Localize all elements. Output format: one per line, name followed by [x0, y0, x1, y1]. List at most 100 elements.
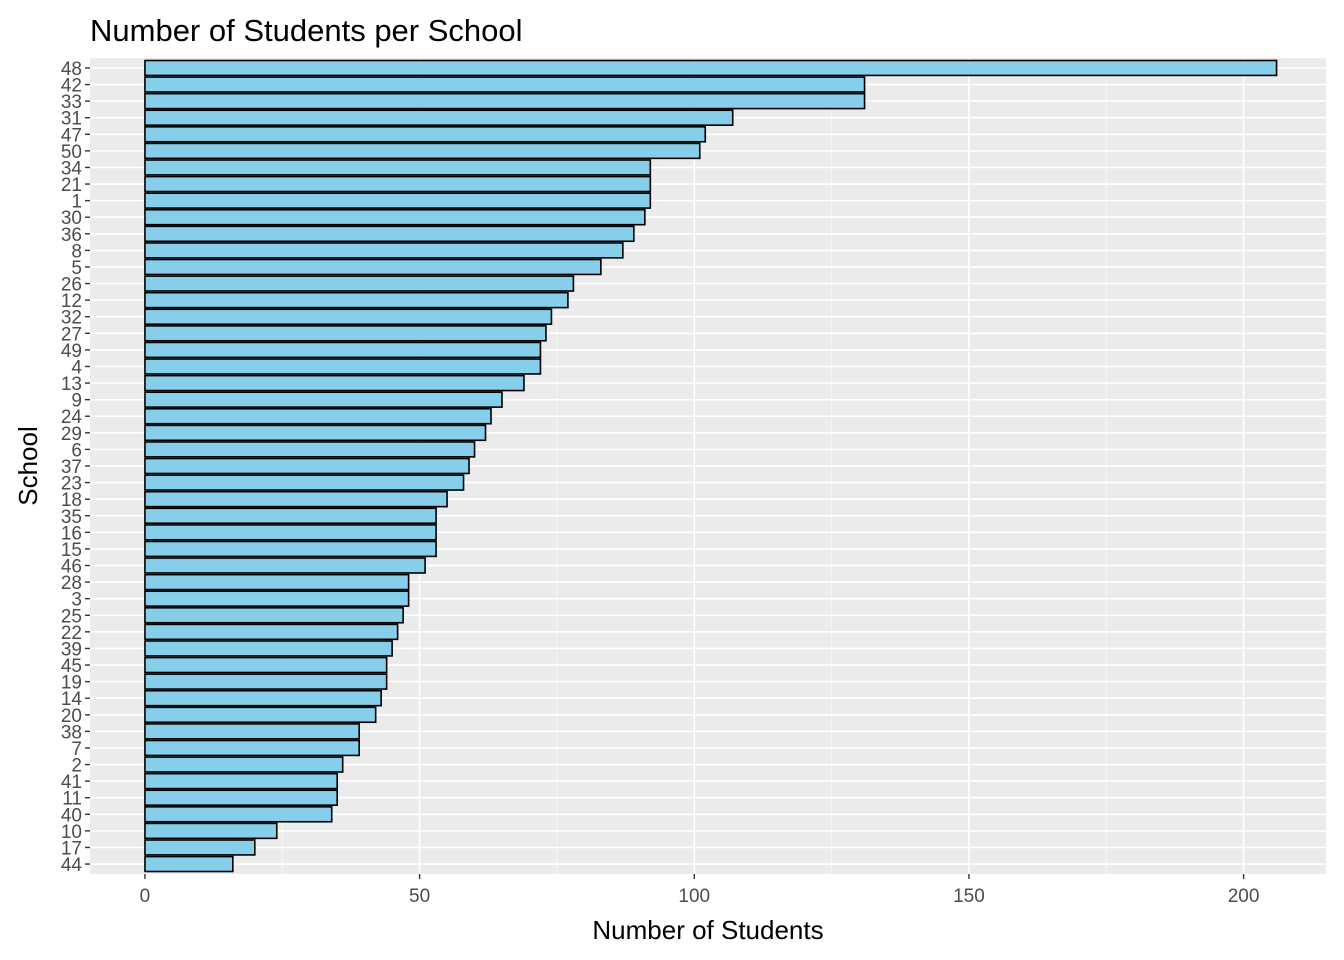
y-tick-label: 39 [61, 639, 82, 660]
y-tick-label: 36 [61, 225, 82, 246]
y-tick-label: 47 [61, 125, 82, 146]
bar-school-6 [144, 441, 476, 458]
bar-school-30 [144, 208, 646, 226]
bar-school-28 [144, 573, 410, 591]
x-tick-label: 200 [1228, 886, 1260, 907]
x-axis-title: Number of Students [592, 915, 823, 945]
y-tick-label: 50 [61, 142, 82, 163]
y-tick-label: 5 [71, 258, 82, 279]
y-tick-label: 41 [61, 772, 82, 793]
bar-school-16 [144, 524, 437, 541]
bar-school-24 [144, 407, 492, 425]
bar-school-27 [144, 325, 547, 342]
bar-school-36 [144, 225, 635, 243]
bar-school-48 [144, 59, 1278, 77]
y-tick-label: 44 [61, 855, 83, 876]
bar-school-21 [144, 175, 652, 193]
bar-school-3 [144, 590, 410, 607]
bar-school-38 [144, 723, 360, 740]
y-tick-label: 45 [61, 656, 82, 677]
bar-school-32 [144, 308, 553, 325]
bar-school-10 [144, 822, 278, 840]
bar-school-15 [144, 540, 437, 558]
y-tick-label: 20 [61, 706, 82, 727]
y-tick-label: 6 [71, 440, 82, 461]
bar-school-39 [144, 640, 393, 657]
bar-school-26 [144, 275, 575, 292]
bar-school-11 [144, 789, 338, 806]
x-tick-label: 100 [678, 886, 710, 907]
y-tick-label: 19 [61, 673, 82, 694]
y-tick-label: 32 [61, 308, 82, 329]
y-tick-label: 38 [61, 722, 82, 743]
bars [144, 59, 1278, 873]
bar-school-4 [144, 358, 542, 375]
bar-school-5 [144, 258, 602, 276]
bar-school-25 [144, 607, 404, 624]
y-tick-label: 48 [61, 59, 82, 80]
y-tick-label: 18 [61, 490, 82, 511]
bar-school-14 [144, 689, 382, 707]
bar-school-22 [144, 623, 399, 641]
bar-school-41 [144, 772, 338, 790]
y-tick-label: 3 [71, 590, 82, 611]
bar-school-18 [144, 490, 448, 508]
bar-school-1 [144, 192, 652, 209]
bar-school-19 [144, 673, 388, 690]
y-tick-label: 14 [61, 689, 83, 710]
y-tick-label: 49 [61, 341, 82, 362]
y-tick-label: 9 [71, 391, 82, 412]
y-tick-label: 23 [61, 474, 82, 495]
bar-school-37 [144, 457, 470, 475]
y-tick-label: 31 [61, 109, 82, 130]
y-axis-title: School [13, 426, 43, 506]
bar-school-49 [144, 341, 542, 359]
y-tick-label: 25 [61, 606, 82, 627]
y-tick-label: 34 [61, 158, 83, 179]
bar-school-40 [144, 806, 333, 823]
y-tick-label: 8 [71, 241, 82, 262]
y-axis-ticks: 4842333147503421130368526123227494139242… [61, 59, 90, 876]
x-tick-label: 150 [953, 886, 985, 907]
x-axis-ticks: 0 50 100 150 200 [140, 874, 1260, 907]
bar-school-34 [144, 159, 652, 176]
y-tick-label: 15 [61, 540, 82, 561]
y-tick-label: 16 [61, 523, 82, 544]
y-tick-label: 22 [61, 623, 82, 644]
y-tick-label: 2 [71, 756, 82, 777]
bar-school-45 [144, 656, 388, 674]
chart-title: Number of Students per School [90, 13, 523, 48]
bar-school-42 [144, 76, 866, 93]
y-tick-label: 37 [61, 457, 82, 478]
y-tick-label: 42 [61, 76, 82, 97]
bar-school-46 [144, 557, 426, 574]
y-tick-label: 21 [61, 175, 82, 196]
bar-school-29 [144, 424, 487, 442]
bar-school-23 [144, 474, 465, 491]
bar-school-8 [144, 242, 624, 259]
y-tick-label: 24 [61, 407, 83, 428]
y-tick-label: 26 [61, 275, 82, 296]
bar-school-35 [144, 507, 437, 525]
y-tick-label: 12 [61, 291, 82, 312]
bar-school-31 [144, 109, 734, 126]
bar-school-2 [144, 756, 344, 773]
y-tick-label: 29 [61, 424, 82, 445]
y-tick-label: 13 [61, 374, 82, 395]
bar-school-9 [144, 391, 503, 408]
bar-school-44 [144, 855, 234, 873]
y-tick-label: 4 [71, 357, 82, 378]
y-tick-label: 33 [61, 92, 82, 113]
x-tick-label: 0 [140, 886, 151, 907]
y-tick-label: 40 [61, 805, 82, 826]
bar-school-33 [144, 92, 866, 110]
bar-school-17 [144, 839, 256, 856]
y-tick-label: 27 [61, 324, 82, 345]
bar-school-47 [144, 126, 707, 143]
y-tick-label: 10 [61, 822, 82, 843]
y-tick-label: 1 [71, 192, 82, 213]
bar-school-20 [144, 706, 377, 724]
y-tick-label: 17 [61, 838, 82, 859]
y-tick-label: 35 [61, 507, 82, 528]
